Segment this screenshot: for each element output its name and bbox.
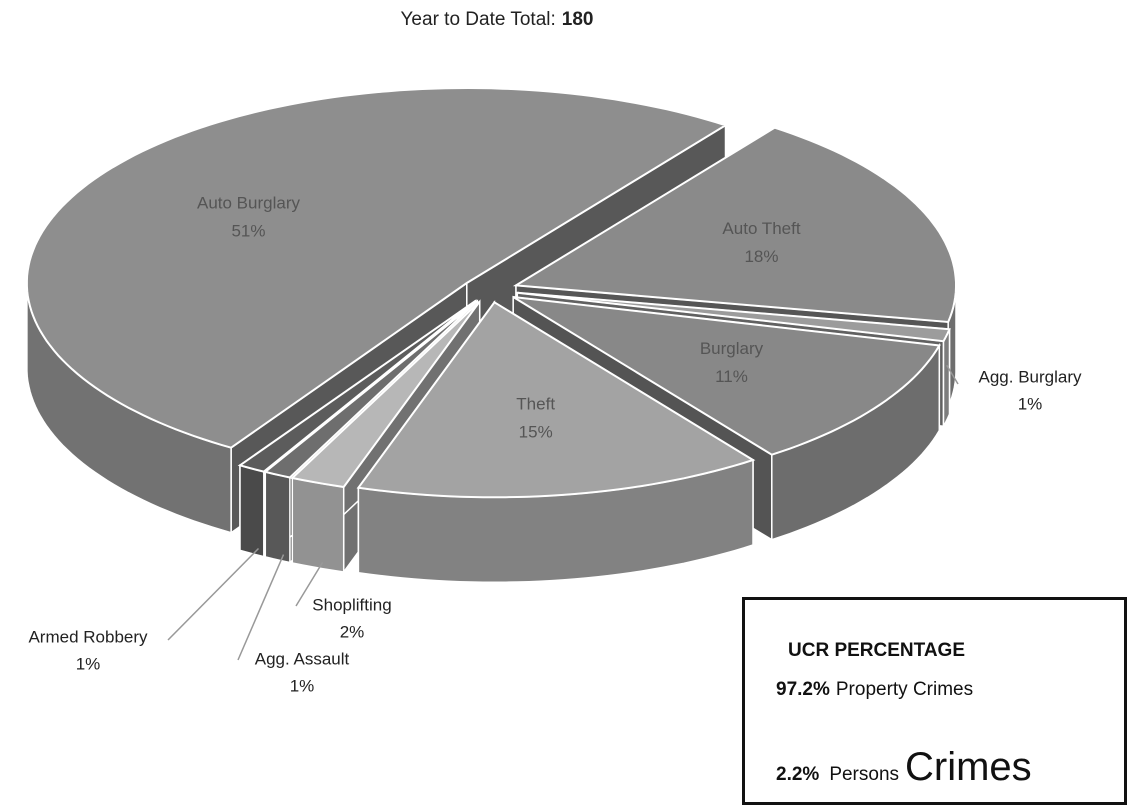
- leader-line: [167, 547, 260, 641]
- slice-top: [25, 86, 728, 449]
- data-label: 11%: [715, 367, 748, 386]
- slice-top: [290, 300, 481, 489]
- annotation-box: [742, 597, 1127, 805]
- annotation-line: 97.2% Property Crimes: [776, 679, 973, 700]
- annotation-value: 2.2%: [776, 764, 819, 785]
- annotation-heading: UCR PERCENTAGE: [788, 640, 965, 661]
- leader-line: [237, 554, 285, 661]
- annotation-text: Persons: [829, 764, 899, 785]
- data-label: 1%: [290, 676, 315, 695]
- slice: [356, 300, 756, 584]
- data-label-name: Burglary: [700, 339, 764, 358]
- data-label-name: Armed Robbery: [28, 627, 148, 646]
- data-label: 18%: [744, 247, 778, 266]
- data-label: 2%: [340, 622, 365, 641]
- data-label: 1%: [76, 654, 101, 673]
- data-label-name: Theft: [516, 394, 555, 413]
- title-total: 180: [562, 9, 594, 30]
- slice-wall: [291, 477, 345, 573]
- title-text: Year to Date Total:: [401, 9, 556, 30]
- annotation-emphasis: Crimes: [905, 745, 1032, 789]
- annotation-text: Property Crimes: [836, 679, 973, 700]
- data-label: 1%: [1018, 394, 1043, 413]
- data-label-name: Auto Burglary: [197, 194, 300, 213]
- slice-top: [263, 300, 478, 479]
- leader-line: [946, 364, 959, 385]
- chart-title: Year to Date Total: 180: [401, 9, 594, 30]
- data-label-name: Agg. Burglary: [979, 367, 1082, 386]
- data-label: 15%: [519, 422, 553, 441]
- slice-top: [512, 296, 941, 456]
- annotation-value: 97.2%: [776, 679, 830, 700]
- data-label: 51%: [231, 222, 265, 241]
- leader-line: [295, 562, 324, 607]
- slice-wall: [942, 328, 951, 427]
- data-label-name: Agg. Assault: [255, 649, 350, 668]
- slice-top: [356, 300, 756, 499]
- slice-wall: [264, 470, 291, 564]
- slice-top: [512, 126, 957, 324]
- slice-wall: [239, 464, 265, 558]
- slice-top: [237, 299, 477, 473]
- data-label-name: Auto Theft: [722, 219, 800, 238]
- data-label-name: Shoplifting: [312, 595, 391, 614]
- annotation-line: 2.2% Persons Crimes: [776, 745, 1032, 789]
- slice-top: [517, 291, 951, 343]
